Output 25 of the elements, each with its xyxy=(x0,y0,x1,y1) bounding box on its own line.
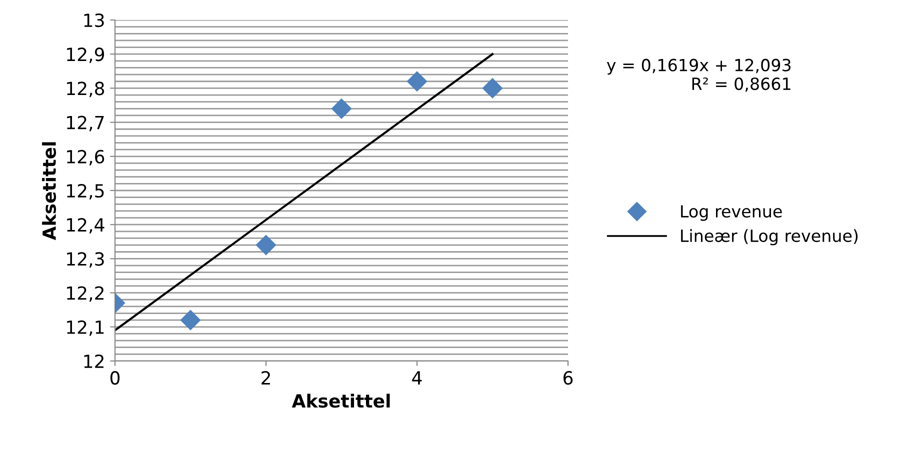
y-axis-title: Aksetittel xyxy=(42,142,56,240)
text: y = 0,1619x + 12,093 R² = 0,8661 xyxy=(606,58,791,92)
legend-label: Lineær (Log revenue) xyxy=(681,229,858,246)
y-tick-label: 12,7 xyxy=(67,116,104,132)
x-axis-title: Aksetittel xyxy=(292,394,390,408)
y-tick-label: 12,5 xyxy=(67,184,104,200)
y-tick-label: 13 xyxy=(84,13,104,28)
y-tick-label: 12,6 xyxy=(67,150,104,166)
y-tick-label: 12,9 xyxy=(67,48,104,64)
x-tick-label: 4 xyxy=(412,371,422,384)
point xyxy=(331,98,352,119)
point xyxy=(256,234,276,256)
y-tick-label: 12,1 xyxy=(67,320,104,336)
x-tick-label: 0 xyxy=(110,371,120,385)
y-tick-label: 12,4 xyxy=(67,218,104,234)
legend-label: Log revenue xyxy=(681,205,782,221)
y-tick-label: 12,8 xyxy=(67,82,104,98)
point xyxy=(180,310,201,330)
y-tick-label: 12,3 xyxy=(67,252,104,268)
point xyxy=(482,78,503,98)
y-tick-label: 12 xyxy=(84,354,104,368)
x-tick-label: 6 xyxy=(564,371,573,385)
point xyxy=(406,71,428,92)
y-tick-label: 12,2 xyxy=(67,286,104,302)
x-tick-label: 2 xyxy=(262,371,270,384)
